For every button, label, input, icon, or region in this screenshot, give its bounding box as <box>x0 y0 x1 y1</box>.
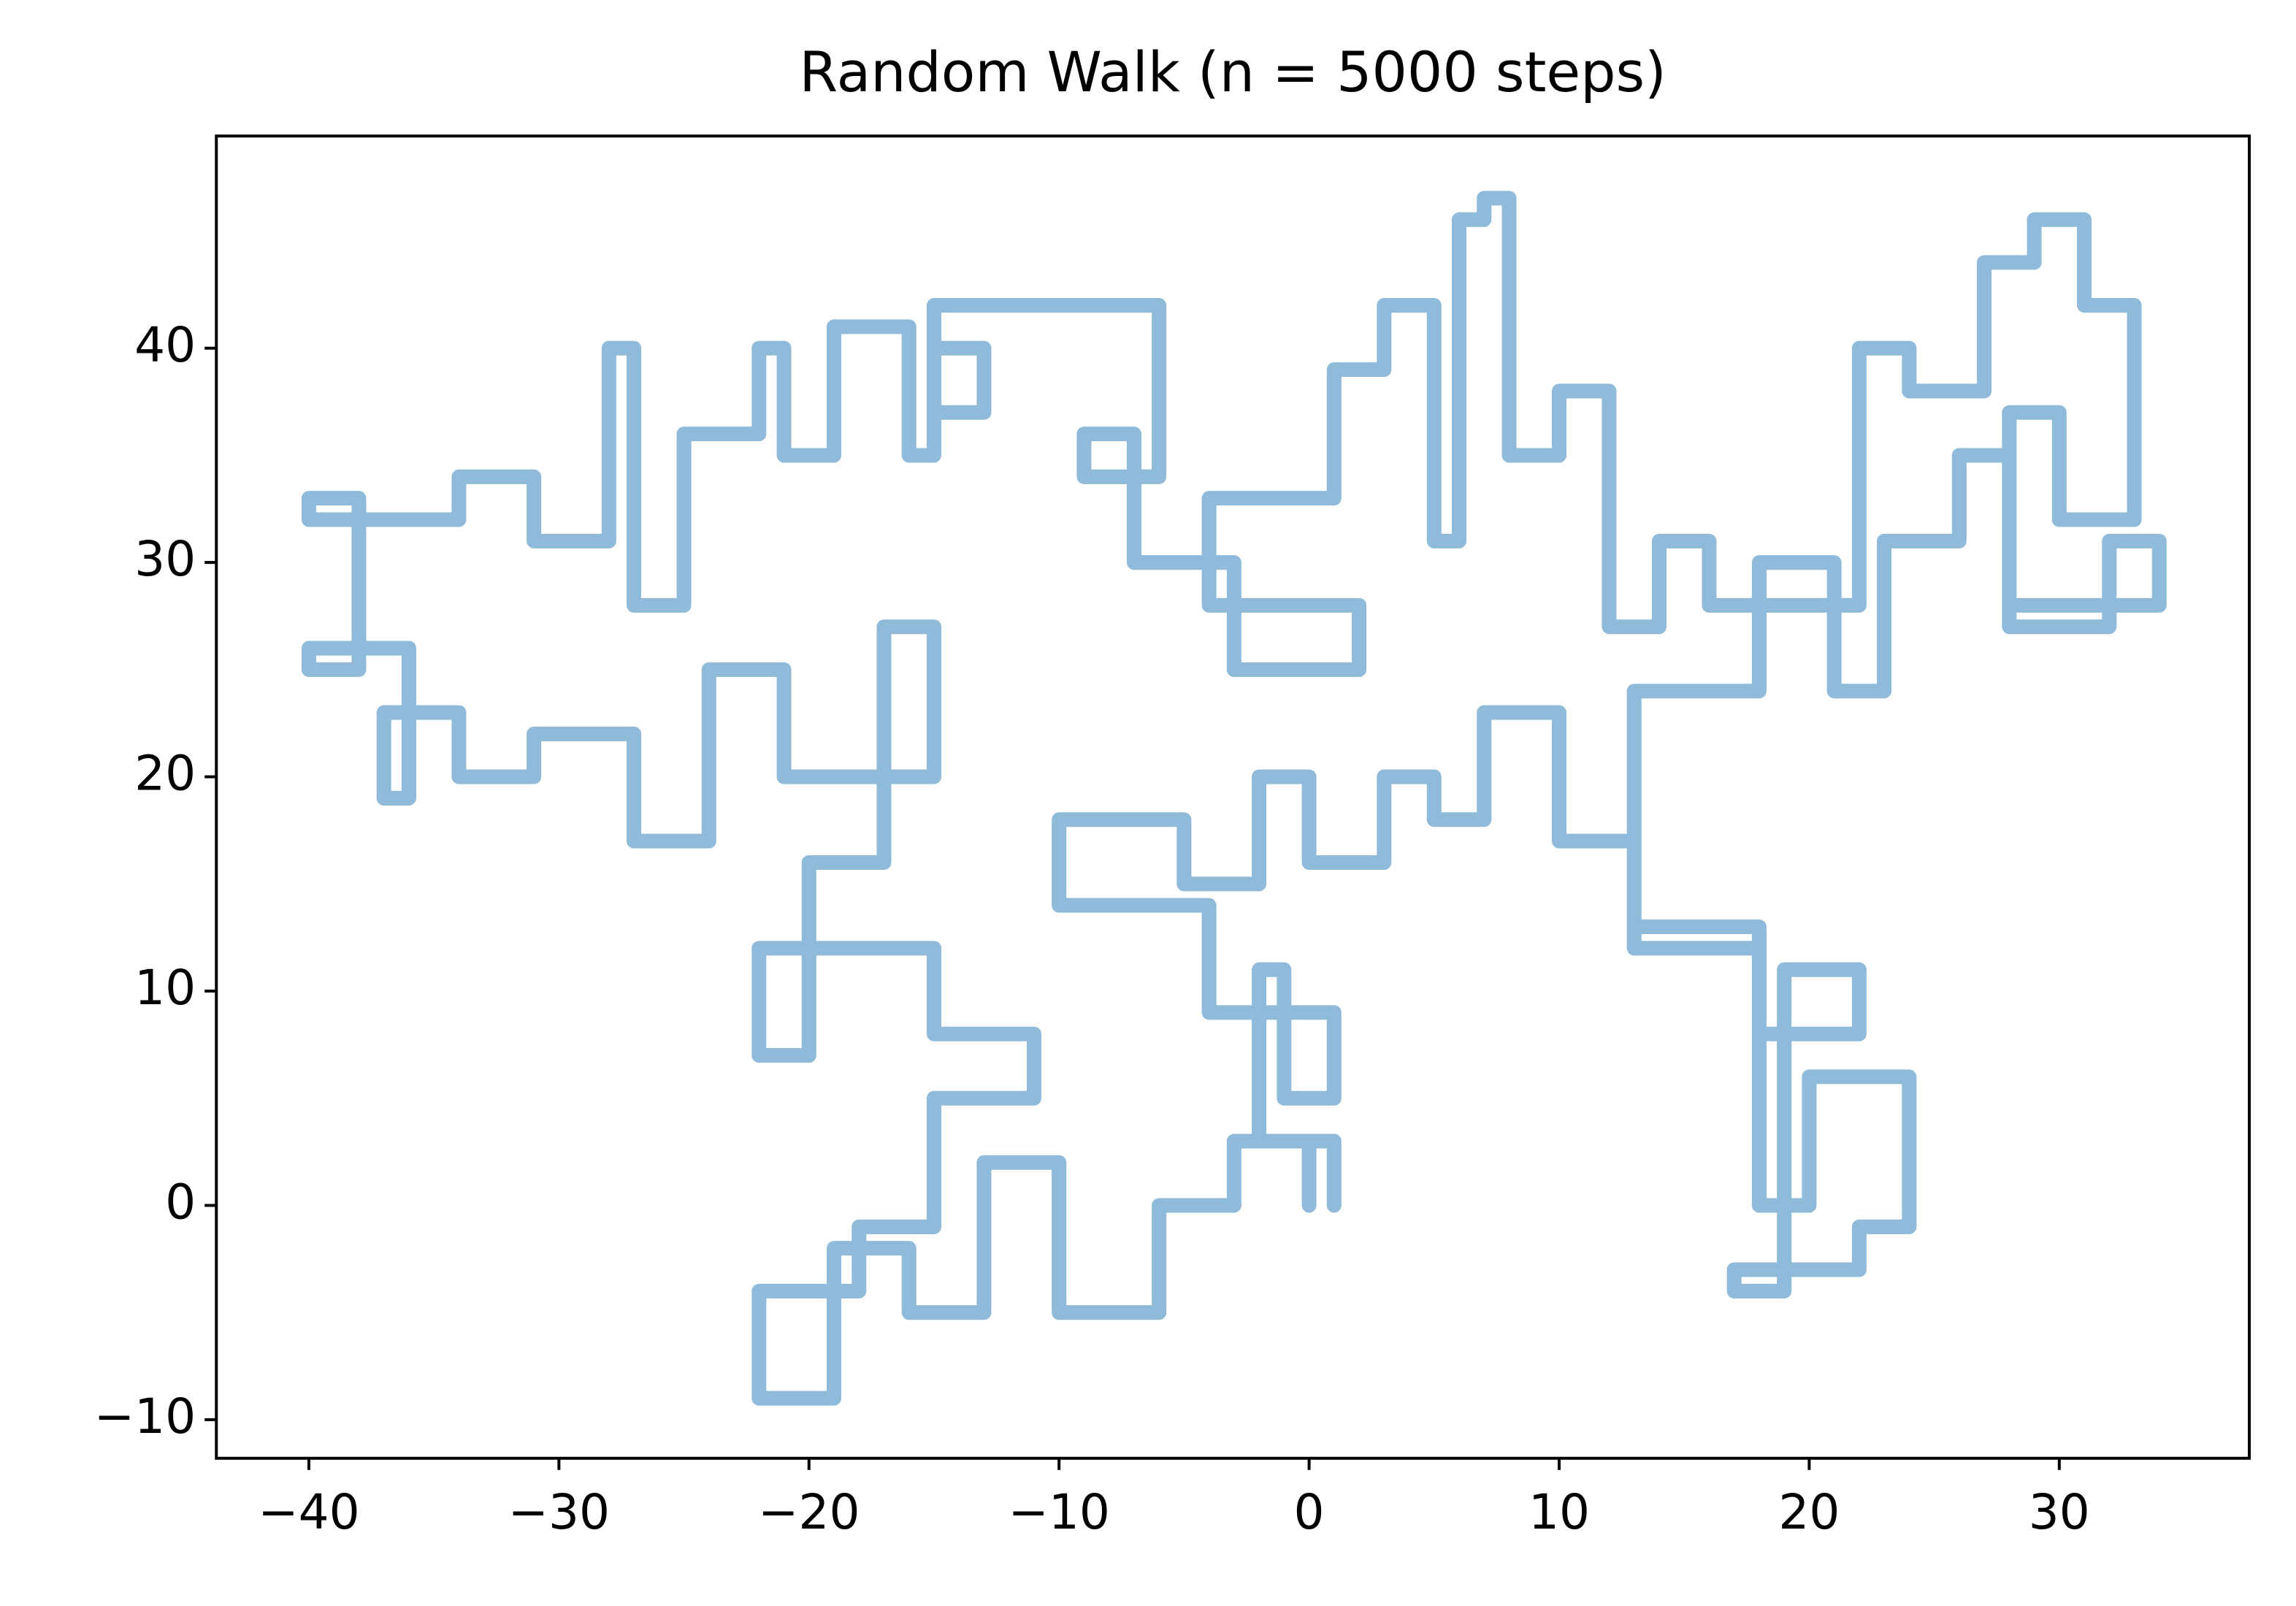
y-tick-label: 10 <box>134 960 196 1016</box>
x-tick-label: 30 <box>2029 1484 2090 1540</box>
plot-area <box>301 191 2167 1406</box>
walk-line <box>301 191 2167 1406</box>
y-tick-label: 0 <box>165 1174 196 1231</box>
x-tick-label: 0 <box>1294 1484 1325 1540</box>
y-tick-label: 30 <box>134 531 196 587</box>
y-tick-label: 20 <box>134 746 196 802</box>
x-tick-label: −30 <box>508 1484 610 1540</box>
x-tick-label: 10 <box>1528 1484 1590 1540</box>
x-tick-label: −20 <box>758 1484 860 1540</box>
x-tick-label: −40 <box>258 1484 359 1540</box>
axes-frame <box>215 134 2251 1460</box>
y-tick-label: 40 <box>134 317 196 373</box>
x-tick-label: 20 <box>1778 1484 1840 1540</box>
x-tick-label: −10 <box>1008 1484 1109 1540</box>
chart-title: Random Walk (n = 5000 steps) <box>799 39 1666 104</box>
y-tick-label: −10 <box>94 1388 196 1445</box>
